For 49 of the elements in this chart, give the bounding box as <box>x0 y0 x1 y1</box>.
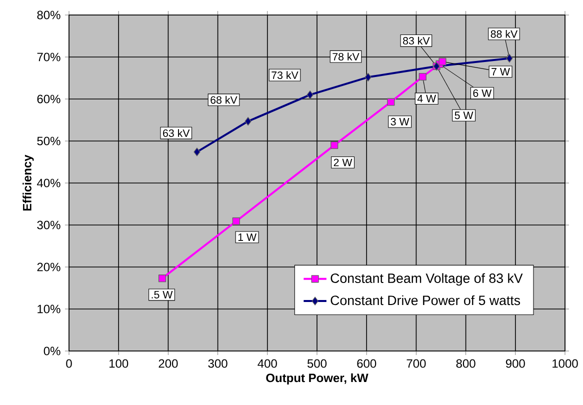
annotation: .5 W <box>152 291 173 298</box>
y-axis-title: Efficiency <box>22 154 34 211</box>
y-tick-label: 70% <box>37 52 60 62</box>
x-tick-label: 300 <box>208 359 228 368</box>
y-tick-label: 40% <box>36 178 60 188</box>
y-tick-label: 0% <box>44 346 60 356</box>
x-tick-label: 500 <box>307 359 327 368</box>
y-tick-label: 60% <box>37 94 60 104</box>
point <box>244 116 252 126</box>
x-tick-label: 100 <box>110 359 128 368</box>
x-axis-title: Output Power, kW <box>266 373 368 385</box>
x-tick-label: 1000 <box>552 359 578 368</box>
point <box>158 274 166 282</box>
point <box>387 98 395 106</box>
point <box>232 217 240 226</box>
x-tick-label: 900 <box>506 359 525 368</box>
point <box>438 58 446 66</box>
annotation: 63 kV <box>163 129 190 137</box>
y-tick-label: 50% <box>37 136 60 146</box>
annotation: 1 W <box>238 234 257 241</box>
point <box>306 90 314 100</box>
point <box>330 141 338 150</box>
annotation: 4 W <box>417 94 436 102</box>
x-tick-label: 400 <box>258 359 277 368</box>
x-tick-label: 800 <box>456 359 476 368</box>
point <box>194 148 200 156</box>
x-tick-label: 0 <box>66 359 72 368</box>
legend-label: Constant Beam Voltage of 83 kV <box>330 273 523 286</box>
x-tick-label: 700 <box>406 359 426 368</box>
annotation: 73 kV <box>272 71 298 79</box>
y-tick-label: 20% <box>37 262 60 272</box>
x-tick-label: 600 <box>357 359 376 368</box>
x-tick-label: 200 <box>158 359 178 368</box>
y-tick-label: 30% <box>37 220 60 230</box>
annotation: 6 W <box>473 89 492 97</box>
annotation: 78 kV <box>332 52 360 61</box>
point <box>364 72 372 82</box>
y-tick-label: 80% <box>37 10 60 20</box>
point <box>418 72 426 81</box>
point <box>506 54 513 63</box>
legend-label: Constant Drive Power of 5 watts <box>330 295 520 306</box>
annotation: 83 kV <box>403 36 430 45</box>
annotation: 88 kV <box>490 30 518 38</box>
annotation: 2 W <box>334 158 352 166</box>
annotation: 68 kV <box>210 96 238 104</box>
annotation: 7 W <box>492 68 510 76</box>
y-tick-label: 10% <box>38 304 60 314</box>
annotation: 5 W <box>454 112 474 120</box>
annotation: 3 W <box>390 118 410 126</box>
